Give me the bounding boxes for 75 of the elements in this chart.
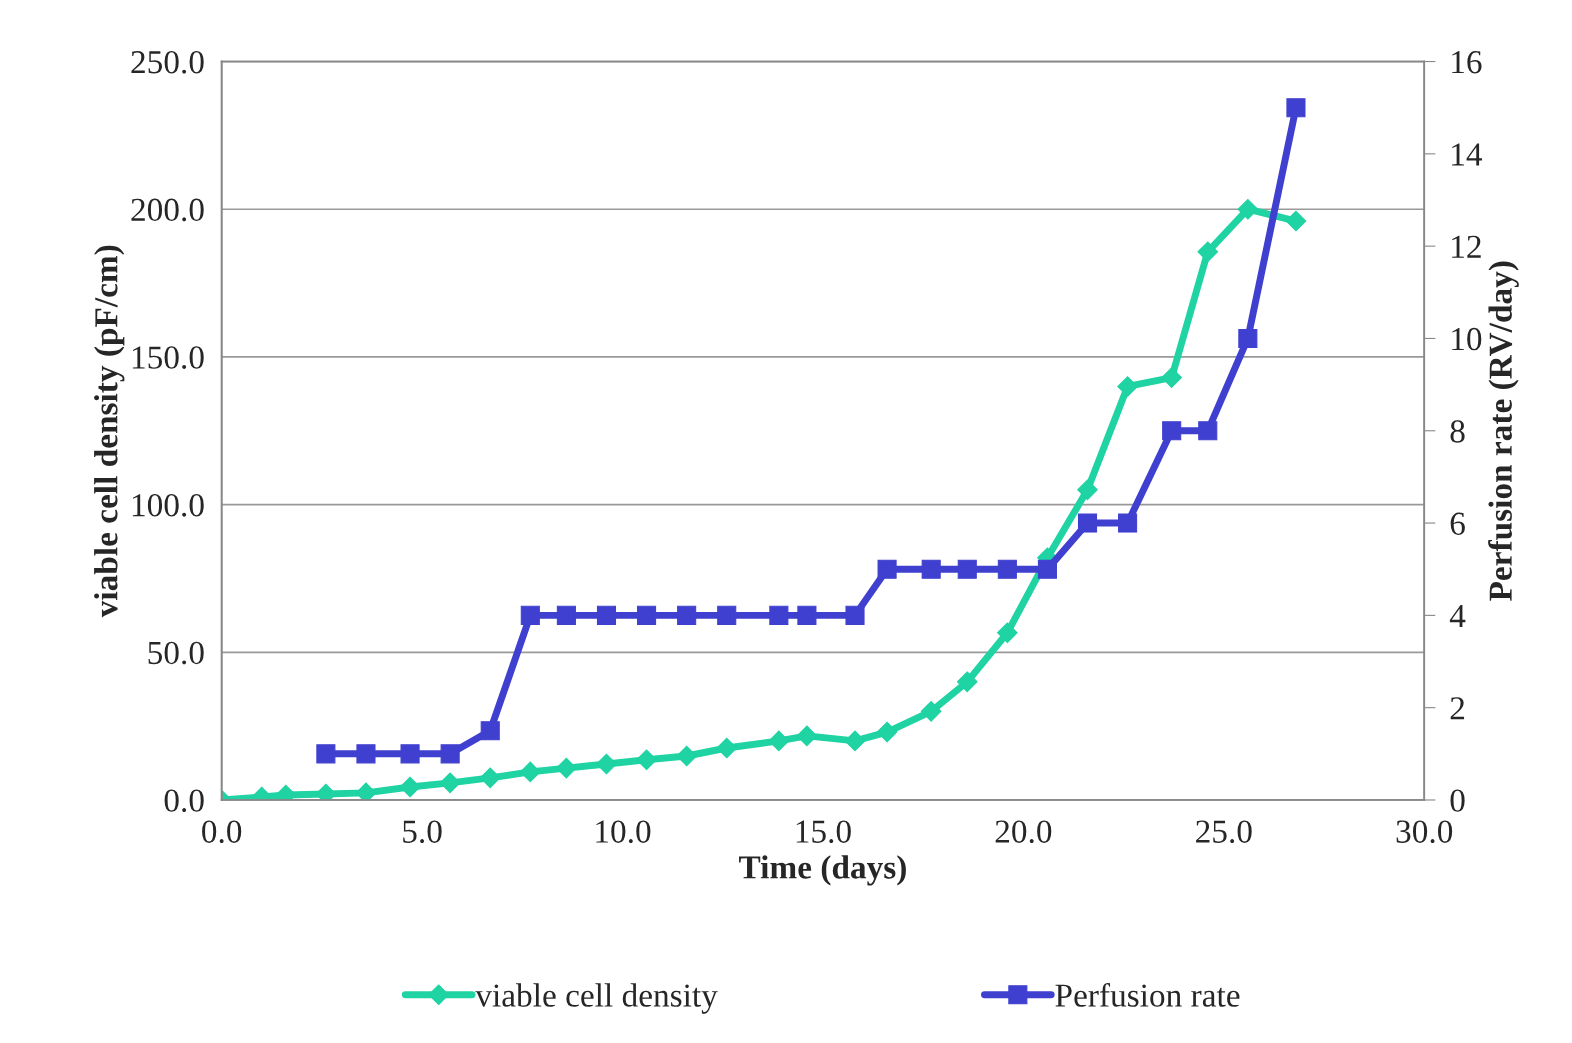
- point: [440, 744, 460, 764]
- point: [768, 730, 790, 752]
- x-tick-label: 20.0: [995, 820, 1052, 844]
- y-tick-label: 200.0: [131, 198, 204, 222]
- legend-label: viable cell density: [475, 983, 718, 1014]
- point: [1286, 98, 1306, 118]
- point: [676, 745, 697, 767]
- x-tick-label: 10.0: [596, 820, 651, 844]
- y-tick-label: 250.0: [131, 50, 204, 74]
- point: [876, 721, 898, 743]
- point: [797, 605, 817, 625]
- y2-tick-label: 14: [1452, 143, 1483, 166]
- y-tick-label: 150.0: [132, 346, 204, 369]
- point: [556, 757, 577, 779]
- point: [596, 753, 617, 775]
- point: [1197, 241, 1219, 263]
- point: [400, 744, 420, 764]
- point: [1077, 479, 1098, 501]
- point: [316, 744, 336, 764]
- point: [480, 721, 500, 741]
- point: [1198, 421, 1218, 441]
- y2-tick-label: 12: [1452, 235, 1481, 258]
- point: [1285, 210, 1307, 232]
- y-tick-label: 0.0: [164, 789, 204, 813]
- x-axis-title: Time (days): [739, 855, 906, 886]
- point: [957, 559, 977, 579]
- y-tick-label: 100.0: [132, 494, 204, 517]
- y2-tick-label: 0: [1450, 789, 1465, 812]
- point: [439, 772, 461, 794]
- point: [1162, 421, 1182, 441]
- y2-tick-label: 2: [1450, 697, 1465, 720]
- point: [596, 605, 617, 625]
- point: [677, 605, 697, 625]
- point: [1077, 513, 1098, 533]
- y2-tick-label: 10: [1452, 327, 1482, 351]
- point: [399, 776, 421, 798]
- point: [519, 761, 541, 783]
- point: [997, 622, 1018, 644]
- y2-tick-label: 8: [1450, 420, 1465, 443]
- point: [1037, 559, 1057, 579]
- point: [877, 559, 897, 579]
- point: [556, 605, 576, 625]
- y-tick-label: 50.0: [148, 641, 204, 665]
- y2-tick-label: 6: [1450, 512, 1465, 535]
- point: [920, 701, 942, 722]
- point: [716, 737, 738, 759]
- point: [356, 744, 376, 764]
- point: [355, 782, 377, 800]
- point: [1237, 198, 1259, 220]
- x-tick-label: 30.0: [1396, 820, 1453, 844]
- point: [921, 559, 941, 579]
- x-tick-label: 5.0: [403, 820, 442, 844]
- y2-axis-title: Perfusion rate (RV/day): [1488, 261, 1519, 601]
- point: [717, 605, 737, 625]
- x-tick-label: 25.0: [1196, 820, 1252, 844]
- point: [956, 671, 978, 693]
- point: [1161, 367, 1183, 388]
- point: [479, 767, 501, 789]
- point: [845, 605, 865, 625]
- point: [637, 605, 657, 625]
- point: [1238, 328, 1258, 348]
- y2-tick-label: 16: [1452, 51, 1482, 74]
- point: [1118, 513, 1138, 533]
- legend-label: Perfusion rate: [1055, 983, 1240, 1007]
- point: [844, 730, 866, 752]
- y2-tick-label: 4: [1449, 604, 1466, 627]
- point: [520, 605, 540, 625]
- point: [636, 749, 657, 771]
- x-tick-label: 15.0: [796, 820, 851, 844]
- point: [997, 559, 1017, 579]
- y-axis-title: viable cell density (pF/cm): [94, 245, 125, 618]
- x-tick-label: 0.0: [202, 820, 242, 844]
- point: [769, 605, 789, 625]
- point: [796, 725, 818, 747]
- point: [1117, 376, 1138, 397]
